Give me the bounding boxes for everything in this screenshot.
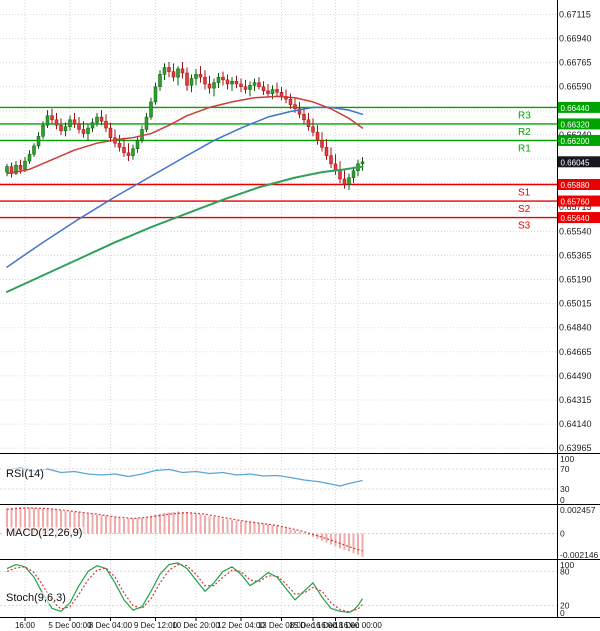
price-axis: 0.67115 0.66940 0.66765 0.66590 0.66240 0.657… bbox=[558, 9, 600, 453]
svg-text:0.66765: 0.66765 bbox=[559, 58, 592, 68]
svg-text:15 Dec 16:00: 15 Dec 16:00 bbox=[289, 621, 337, 630]
svg-text:0: 0 bbox=[560, 495, 565, 505]
svg-text:0.65540: 0.65540 bbox=[559, 226, 592, 236]
svg-text:16 Dec 16:00: 16 Dec 16:00 bbox=[312, 621, 360, 630]
svg-text:10 Dec 20:00: 10 Dec 20:00 bbox=[172, 621, 220, 630]
svg-text:0.64840: 0.64840 bbox=[559, 323, 592, 333]
svg-text:8 Dec 04:00: 8 Dec 04:00 bbox=[89, 621, 133, 630]
svg-text:0.64665: 0.64665 bbox=[559, 347, 592, 357]
svg-text:80: 80 bbox=[560, 566, 570, 576]
svg-text:70: 70 bbox=[560, 464, 570, 474]
stoch-panel-label: Stoch(9,6,3) bbox=[4, 592, 68, 604]
time-axis: 16:00 5 Dec 00:008 Dec 04:00 9 Dec 12:0010… bbox=[15, 617, 382, 630]
svg-text:0.65760: 0.65760 bbox=[561, 198, 590, 207]
macd-panel-label: MACD(12,26,9) bbox=[4, 527, 85, 539]
svg-text:0.64140: 0.64140 bbox=[559, 419, 592, 429]
ma-slow-green bbox=[6, 165, 364, 293]
svg-text:0.65015: 0.65015 bbox=[559, 299, 592, 309]
svg-text:0.64315: 0.64315 bbox=[559, 395, 592, 405]
svg-text:0.66240: 0.66240 bbox=[559, 130, 592, 140]
svg-text:R2: R2 bbox=[518, 127, 531, 138]
ma-mid-blue bbox=[6, 106, 364, 268]
svg-text:12 Dec 04:00: 12 Dec 04:00 bbox=[217, 621, 265, 630]
svg-text:0.65715: 0.65715 bbox=[559, 202, 592, 212]
svg-text:13 Dec 08:00: 13 Dec 08:00 bbox=[258, 621, 306, 630]
svg-text:0.65190: 0.65190 bbox=[559, 275, 592, 285]
svg-text:0.66200: 0.66200 bbox=[561, 137, 590, 146]
macd-indicator: 0.002457 0 -0.002146 bbox=[0, 505, 599, 560]
svg-text:9 Dec 12:00: 9 Dec 12:00 bbox=[134, 621, 178, 630]
svg-text:0.66320: 0.66320 bbox=[561, 120, 590, 129]
svg-text:0.67115: 0.67115 bbox=[559, 9, 591, 19]
panel-separators bbox=[0, 0, 600, 618]
svg-text:0.66590: 0.66590 bbox=[559, 82, 592, 92]
svg-text:18 Dec 00:00: 18 Dec 00:00 bbox=[334, 621, 382, 630]
svg-text:20: 20 bbox=[560, 601, 570, 611]
svg-text:0.002457: 0.002457 bbox=[560, 505, 596, 515]
svg-text:0.63965: 0.63965 bbox=[559, 443, 592, 453]
svg-text:0.66045: 0.66045 bbox=[561, 158, 590, 167]
svg-text:S2: S2 bbox=[518, 204, 531, 215]
rsi-panel-label: RSI(14) bbox=[4, 468, 46, 480]
svg-text:0: 0 bbox=[560, 529, 565, 539]
svg-text:100: 100 bbox=[560, 560, 574, 570]
svg-text:R1: R1 bbox=[518, 143, 531, 154]
moving-averages bbox=[6, 95, 364, 293]
svg-text:0.64490: 0.64490 bbox=[559, 371, 592, 381]
svg-text:R3: R3 bbox=[518, 110, 531, 121]
svg-text:0.65640: 0.65640 bbox=[561, 214, 590, 223]
svg-text:100: 100 bbox=[560, 454, 574, 464]
svg-text:30: 30 bbox=[560, 484, 570, 494]
svg-text:0.66940: 0.66940 bbox=[559, 34, 592, 44]
svg-text:-0.002146: -0.002146 bbox=[560, 550, 599, 560]
ma-fast-red bbox=[6, 95, 364, 175]
svg-text:0.65880: 0.65880 bbox=[561, 181, 590, 190]
svg-text:S3: S3 bbox=[518, 221, 531, 232]
svg-text:0: 0 bbox=[560, 608, 565, 618]
svg-text:5 Dec 00:00: 5 Dec 00:00 bbox=[48, 621, 92, 630]
svg-text:0.65365: 0.65365 bbox=[559, 250, 592, 260]
candlesticks bbox=[5, 61, 365, 191]
svg-text:S1: S1 bbox=[518, 188, 531, 199]
svg-text:16:00: 16:00 bbox=[15, 621, 36, 630]
svg-text:0.66440: 0.66440 bbox=[561, 104, 590, 113]
